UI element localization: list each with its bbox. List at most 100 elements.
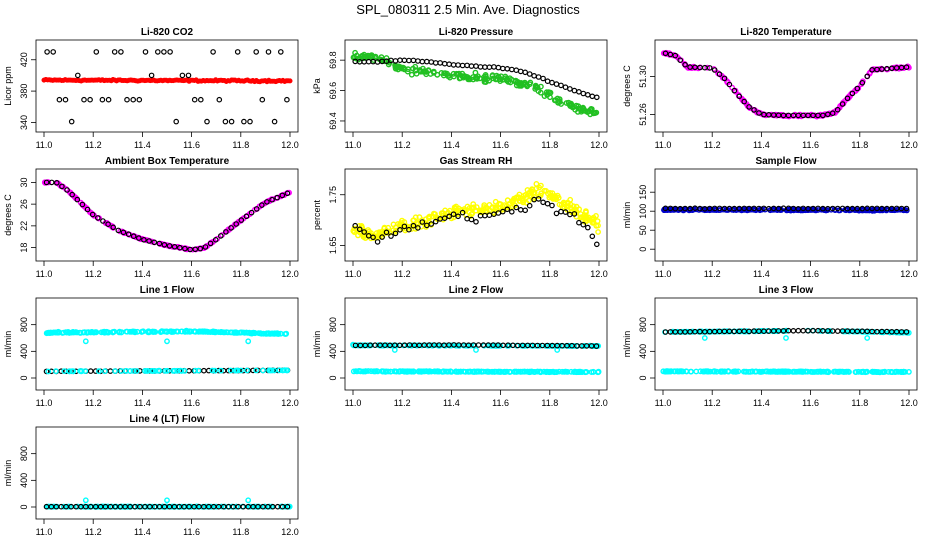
- y-tick-label: 800: [19, 446, 29, 461]
- page-title: SPL_080311 2.5 Min. Ave. Diagnostics: [356, 2, 580, 17]
- x-tick-label: 11.2: [85, 269, 102, 279]
- data-point: [556, 368, 562, 375]
- y-tick-label: 26: [19, 199, 29, 209]
- data-point: [553, 81, 560, 87]
- panel-line1: Line 1 Flow ml/min 11.0 11.2 11.4 11.6 11.8 12.…: [3, 285, 299, 408]
- data-point: [459, 62, 466, 69]
- data-point: [361, 229, 368, 235]
- data-point: [115, 227, 122, 234]
- data-point: [854, 85, 861, 92]
- y-tick-label: 0: [328, 375, 338, 380]
- data-point: [593, 212, 599, 219]
- data-point: [595, 369, 602, 376]
- data-point: [473, 347, 479, 353]
- data-point: [281, 367, 288, 374]
- data-point: [410, 222, 417, 229]
- data-point: [716, 71, 723, 78]
- data-point: [396, 368, 403, 375]
- data-point: [469, 210, 476, 217]
- data-point: [189, 246, 196, 253]
- data-point: [223, 229, 229, 235]
- data-point: [419, 58, 426, 65]
- data-point: [721, 75, 728, 82]
- data-point: [446, 213, 453, 220]
- data-point: [130, 96, 137, 103]
- data-point: [725, 368, 731, 375]
- data-point: [432, 60, 439, 66]
- data-point: [228, 118, 235, 125]
- data-point: [81, 96, 87, 103]
- y-tick-label: 51.30: [638, 65, 648, 88]
- data-point: [786, 368, 792, 375]
- series-average: [43, 179, 291, 253]
- data-point: [228, 225, 234, 231]
- data-point: [537, 368, 544, 375]
- data-point: [243, 213, 250, 220]
- data-point: [465, 76, 472, 83]
- data-point: [756, 205, 762, 212]
- data-point: [579, 106, 586, 112]
- data-point: [64, 187, 70, 193]
- data-point: [362, 368, 369, 375]
- data-point: [835, 368, 842, 375]
- panel-title: Ambient Box Temperature: [105, 156, 230, 167]
- panel-title: Gas Stream RH: [440, 156, 513, 167]
- data-point: [790, 327, 797, 334]
- data-point: [277, 49, 284, 55]
- series-average: [43, 503, 291, 510]
- data-point: [589, 233, 596, 240]
- data-point: [274, 330, 281, 337]
- data-point: [137, 368, 143, 374]
- data-point: [800, 327, 807, 334]
- y-axis-label: degrees C: [3, 194, 13, 236]
- data-point: [677, 57, 684, 64]
- data-point: [464, 62, 470, 69]
- y-tick-label: 69.6: [328, 82, 338, 100]
- plot-box: [35, 426, 299, 520]
- panel-title: Line 4 (LT) Flow: [129, 414, 205, 425]
- data-point: [410, 217, 417, 224]
- data-point: [421, 342, 428, 348]
- data-point: [495, 73, 502, 80]
- data-point: [271, 118, 278, 125]
- data-point: [742, 368, 749, 375]
- x-tick-label: 11.0: [36, 527, 53, 537]
- panel-title: Li-820 CO2: [141, 27, 194, 38]
- data-point: [60, 503, 67, 510]
- data-point: [392, 230, 399, 237]
- data-point: [508, 209, 515, 215]
- data-point: [567, 86, 573, 92]
- data-point: [455, 213, 461, 220]
- data-point: [118, 368, 125, 374]
- data-point: [248, 209, 255, 216]
- x-tick-label: 11.6: [183, 398, 200, 408]
- panel-line2: Line 2 Flow ml/min 11.0 11.2 11.4 11.6 11.8 12.…: [312, 285, 608, 408]
- data-point: [580, 90, 587, 97]
- data-point: [852, 369, 859, 375]
- x-tick-label: 12.0: [281, 269, 299, 279]
- data-point: [258, 202, 265, 208]
- data-point: [252, 330, 258, 337]
- data-point: [164, 338, 170, 345]
- data-point: [245, 497, 252, 504]
- data-point: [450, 62, 457, 68]
- x-tick-label: 11.0: [36, 398, 53, 408]
- data-point: [824, 368, 830, 375]
- data-point: [107, 368, 114, 374]
- data-point: [383, 368, 389, 375]
- data-point: [581, 342, 588, 349]
- data-point: [432, 218, 439, 225]
- data-point: [783, 335, 789, 341]
- data-point: [733, 368, 740, 375]
- data-point: [401, 57, 408, 64]
- data-point: [569, 342, 575, 349]
- data-point: [372, 342, 378, 349]
- x-tick-label: 11.6: [492, 269, 509, 279]
- x-tick-label: 11.2: [85, 398, 102, 408]
- data-point: [780, 205, 787, 212]
- data-point: [482, 64, 488, 70]
- panel-line4: Line 4 (LT) Flow ml/min 11.0 11.2 11.4 11.6 11…: [3, 414, 299, 537]
- y-tick-label: 1.75: [328, 186, 338, 204]
- data-point: [355, 232, 361, 239]
- data-point: [726, 81, 733, 88]
